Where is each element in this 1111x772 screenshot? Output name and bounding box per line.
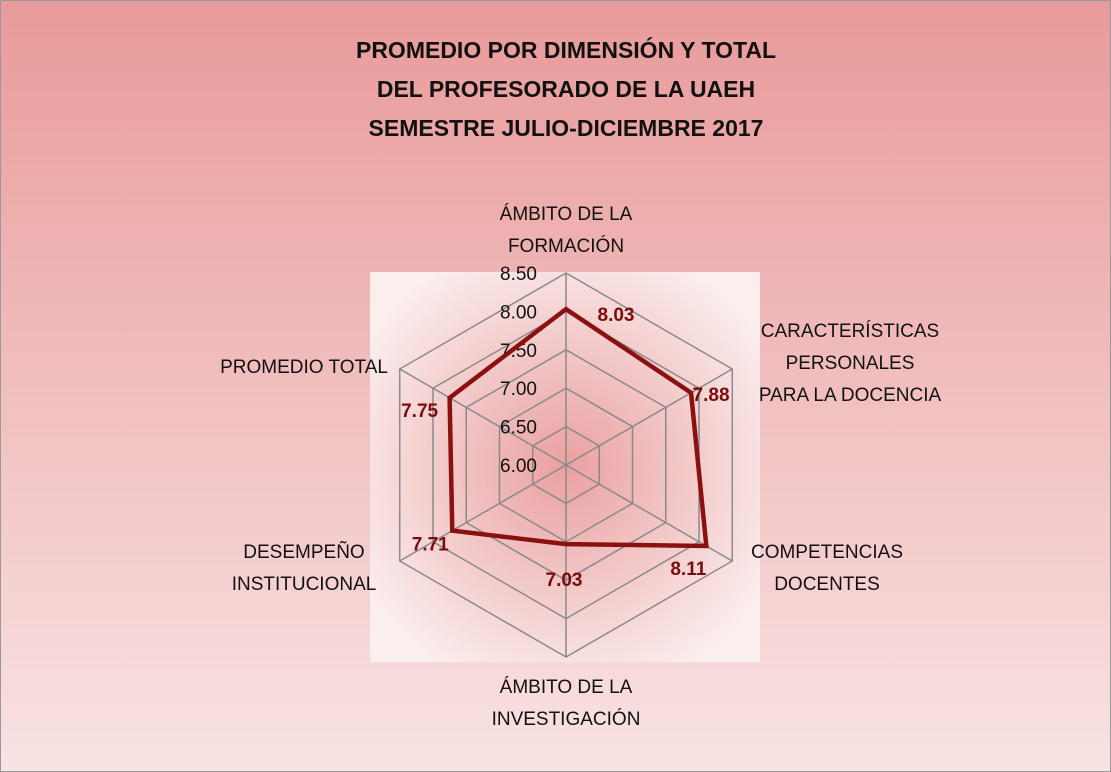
category-label: COMPETENCIAS DOCENTES	[751, 542, 903, 595]
category-label: DESEMPEÑO INSTITUCIONAL	[232, 541, 377, 595]
spoke	[399, 464, 567, 562]
data-label: 7.88	[693, 385, 730, 406]
plot-area	[370, 272, 760, 662]
category-label: PROMEDIO TOTAL	[220, 357, 388, 378]
r-tick-label: 7.00	[500, 379, 537, 400]
series-line	[447, 306, 709, 549]
r-tick-label: 8.00	[500, 302, 537, 323]
chart-title: PROMEDIO POR DIMENSIÓN Y TOTAL DEL PROFES…	[356, 36, 776, 141]
data-label: 8.03	[598, 305, 635, 326]
data-label: 7.03	[546, 570, 583, 591]
r-tick-label: 6.00	[500, 456, 537, 477]
spoke	[565, 368, 733, 466]
r-tick-label: 8.50	[500, 264, 537, 285]
chart-title-line: DEL PROFESORADO DE LA UAEH	[377, 76, 755, 102]
data-label: 7.71	[412, 535, 449, 556]
chart-title-line: PROMEDIO POR DIMENSIÓN Y TOTAL	[356, 36, 776, 63]
data-label: 8.11	[670, 559, 706, 580]
r-tick-label: 6.50	[500, 418, 537, 439]
data-label: 7.75	[401, 401, 438, 422]
chart-title-line: SEMESTRE JULIO-DICIEMBRE 2017	[369, 115, 764, 141]
category-label: CARACTERÍSTICAS PERSONALES PARA LA DOCENCI…	[759, 321, 942, 406]
category-label: ÁMBITO DE LA INVESTIGACIÓN	[492, 677, 641, 730]
spoke	[399, 368, 567, 466]
category-label: ÁMBITO DE LA FORMACIÓN	[500, 204, 633, 257]
r-tick-label: 7.50	[500, 341, 537, 362]
